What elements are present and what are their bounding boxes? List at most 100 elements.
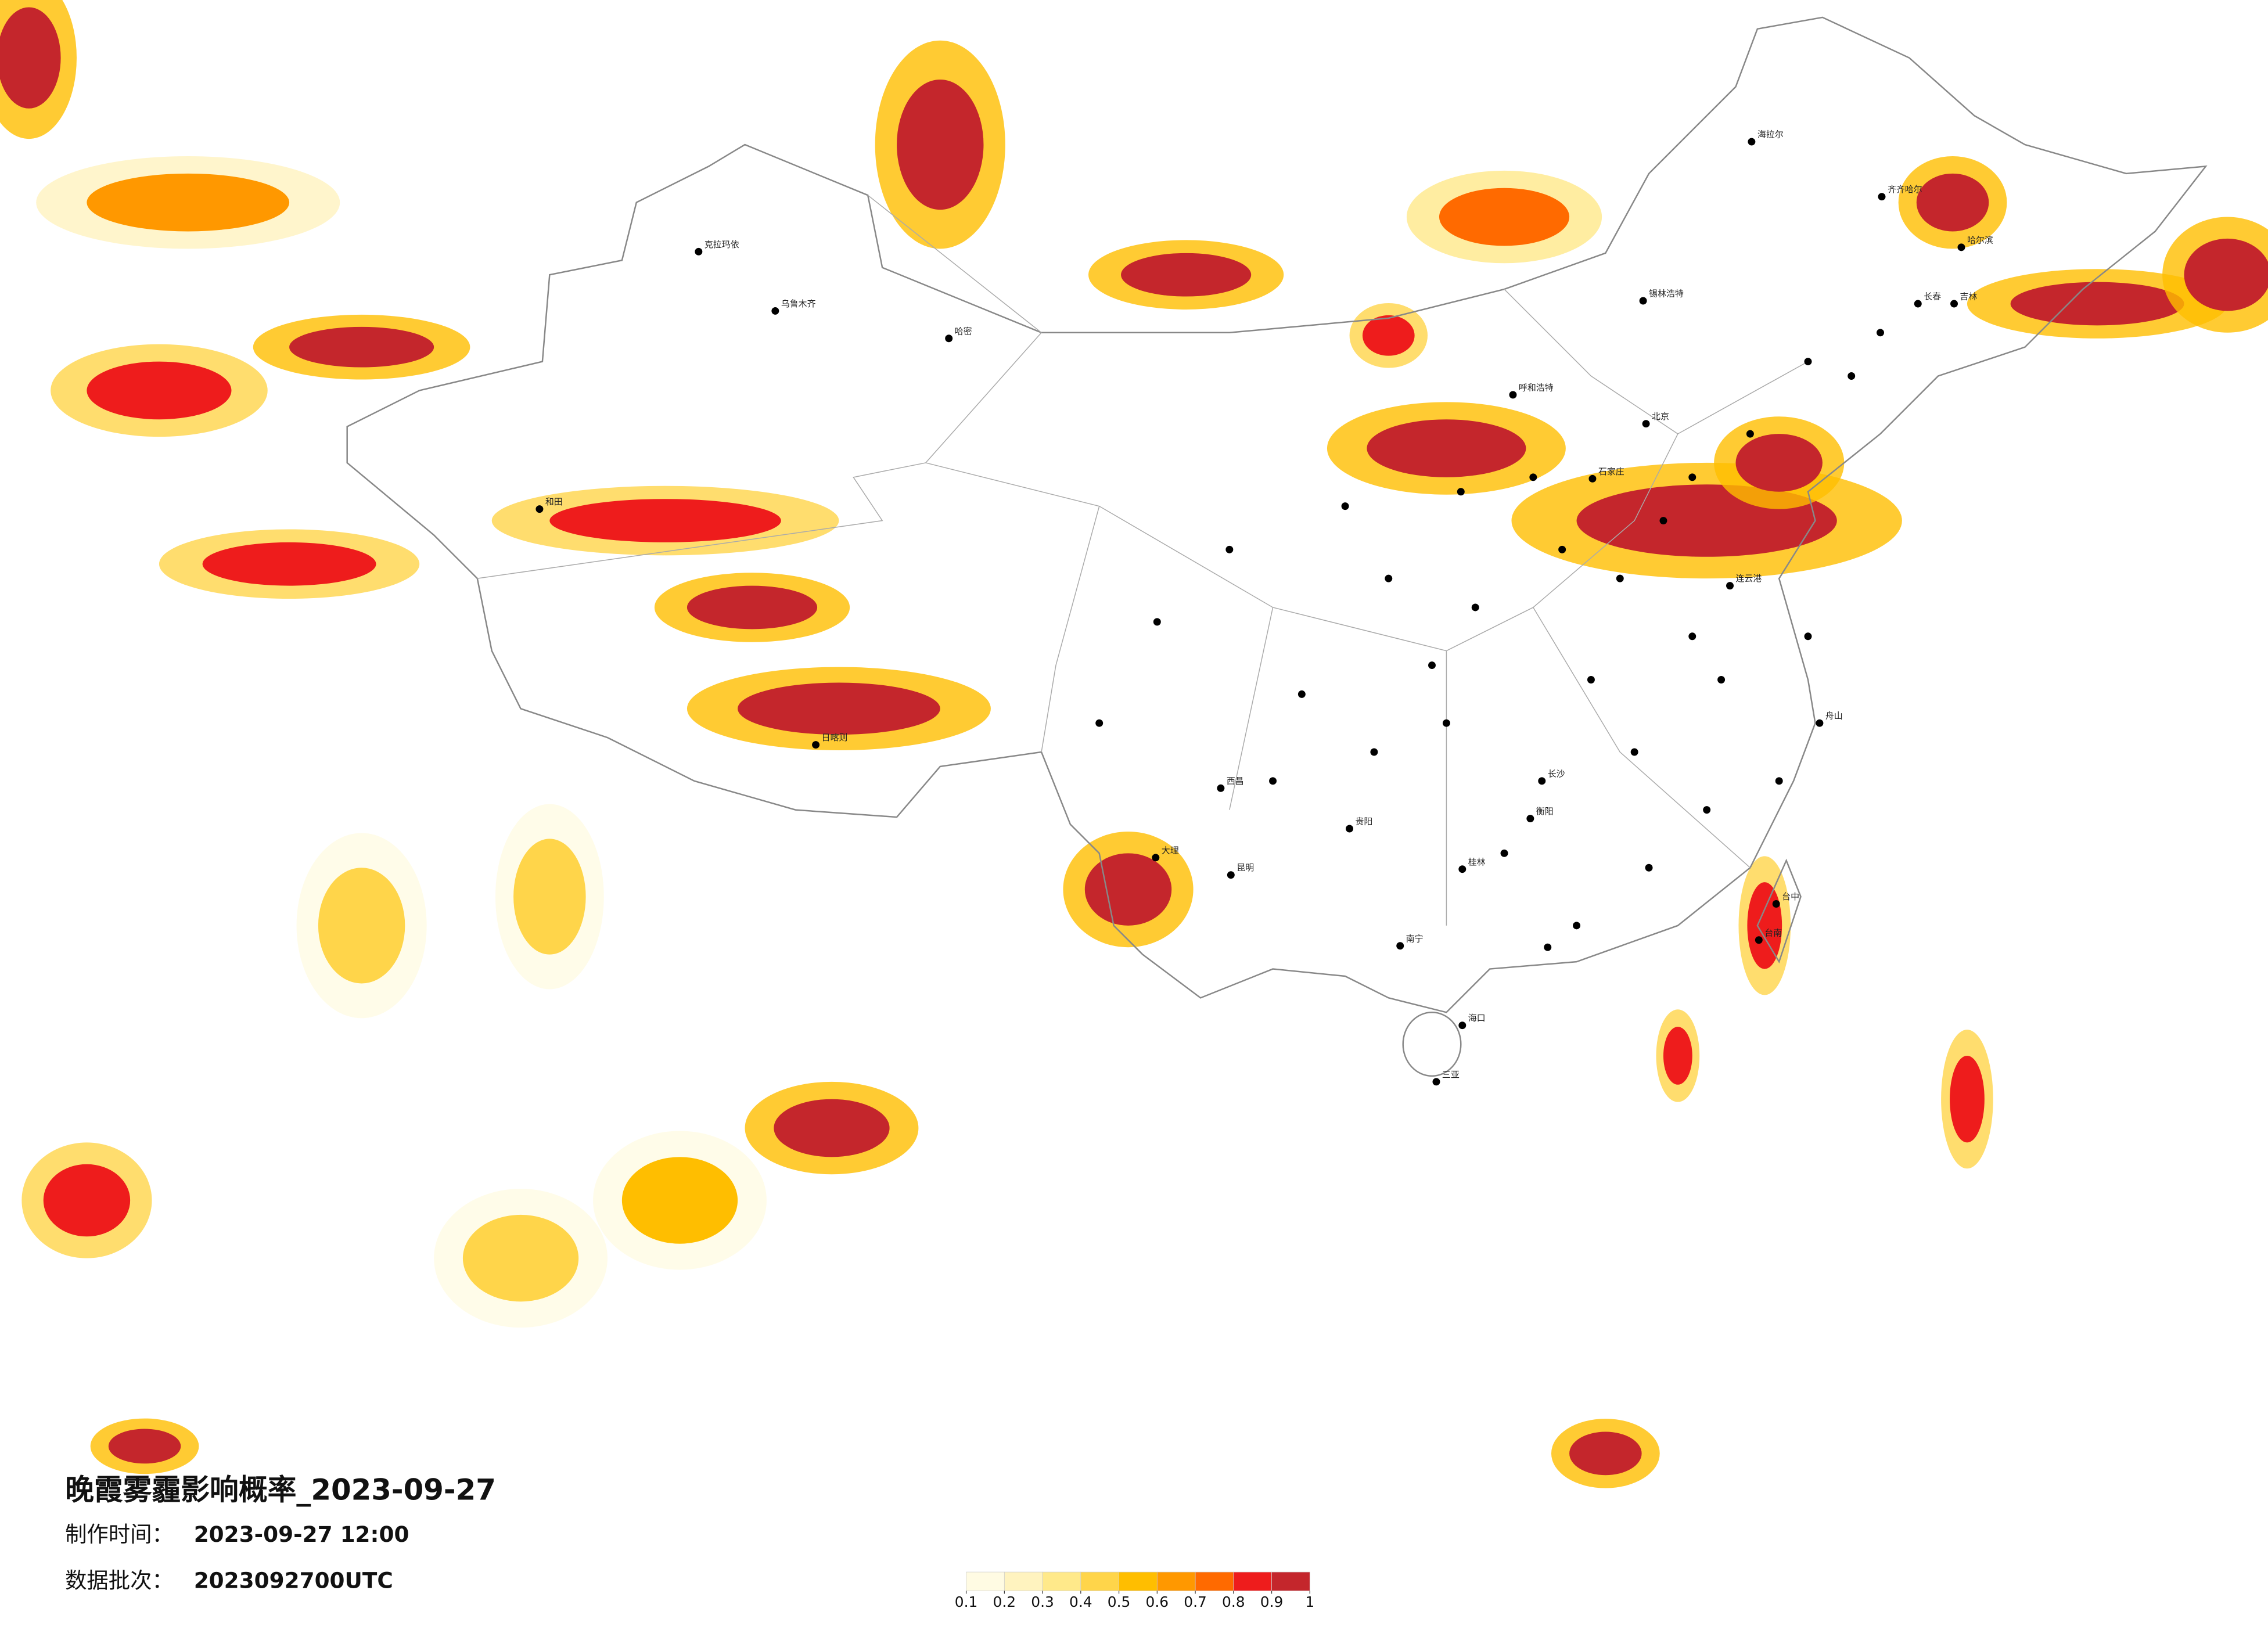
city-label: 三亚 <box>1442 1069 1460 1080</box>
city-label: 贵阳 <box>1356 816 1373 827</box>
city-dot <box>1950 300 1958 308</box>
map-title: 晚霞雾霾影响概率_2023-09-27 <box>65 1473 496 1507</box>
city-dot <box>1630 748 1638 756</box>
batch-label: 数据批次： <box>65 1567 174 1593</box>
city-dot <box>1538 777 1546 785</box>
province-border <box>477 195 1809 926</box>
city-dot <box>1432 1078 1440 1086</box>
city-label: 衡阳 <box>1536 806 1554 816</box>
city-dot <box>1544 943 1552 951</box>
city-dot <box>1269 777 1277 785</box>
haze-blob <box>1950 1055 1985 1143</box>
colorbar-cell <box>1042 1571 1081 1591</box>
city-label: 和田 <box>545 497 563 507</box>
city-dot <box>1957 243 1965 251</box>
colorbar-cell <box>966 1571 1005 1591</box>
colorbar-cell <box>1233 1571 1272 1591</box>
city-label: 台中 <box>1782 891 1799 902</box>
city-dot <box>1153 618 1161 626</box>
haze-blob <box>202 542 376 586</box>
haze-blob <box>549 499 781 542</box>
city-label: 乌鲁木齐 <box>781 298 816 309</box>
colorbar-tick-label: 0.2 <box>993 1593 1016 1610</box>
colorbar-tick-label: 0.5 <box>1108 1593 1131 1610</box>
made-label: 制作时间： <box>65 1521 174 1547</box>
city-dot <box>1804 632 1812 641</box>
city-dot <box>1755 936 1763 944</box>
city-dot <box>1227 871 1235 879</box>
city-dot <box>1588 474 1597 483</box>
city-label: 哈密 <box>955 326 972 336</box>
city-dot <box>1914 300 1922 308</box>
city-label: 吉林 <box>1960 292 1977 302</box>
haze-blob <box>108 1429 181 1464</box>
city-dot <box>1717 676 1726 684</box>
city-label: 哈尔滨 <box>1967 235 1993 245</box>
colorbar-tick-label: 0.7 <box>1184 1593 1207 1610</box>
hainan-border <box>1402 1012 1462 1077</box>
haze-blob <box>513 839 586 955</box>
haze-blob <box>1367 419 1526 477</box>
city-label: 连云港 <box>1735 573 1762 584</box>
city-dot <box>1587 676 1595 684</box>
country-border <box>346 16 2208 1013</box>
city-dot <box>1152 854 1160 862</box>
colorbar-cell <box>1271 1571 1310 1591</box>
haze-blob <box>1439 188 1570 246</box>
haze-blob <box>621 1157 738 1244</box>
colorbar: 0.1 0.2 0.3 0.4 0.5 0.6 0.7 0.8 0.9 1 <box>955 1571 1314 1610</box>
city-dot <box>1816 719 1824 727</box>
haze-blob <box>462 1214 579 1302</box>
city-dot <box>1509 391 1517 399</box>
haze-blob <box>1084 853 1172 926</box>
haze-blob <box>1121 253 1252 297</box>
city-dot <box>1746 430 1754 438</box>
city-dot <box>1370 748 1378 756</box>
city-dot <box>1458 1021 1467 1030</box>
colorbar-cell <box>1119 1571 1158 1591</box>
colorbar-cell <box>1004 1571 1043 1591</box>
city-dot <box>1442 719 1450 727</box>
haze-blob <box>897 79 984 210</box>
colorbar-cell <box>1156 1571 1196 1591</box>
colorbar-tick-label: 0.6 <box>1146 1593 1169 1610</box>
made-value: 2023-09-27 12:00 <box>194 1521 409 1547</box>
colorbar-tick-label: 1 <box>1305 1593 1314 1610</box>
colorbar-cell <box>1195 1571 1234 1591</box>
colorbar-tick-label: 0.4 <box>1069 1593 1092 1610</box>
city-dot <box>1385 574 1393 582</box>
city-label: 长春 <box>1924 292 1941 302</box>
city-dot <box>1500 849 1508 857</box>
haze-blob <box>318 868 405 984</box>
haze-blob <box>774 1099 890 1157</box>
haze-blob <box>2010 282 2184 326</box>
city-label: 桂林 <box>1468 857 1486 867</box>
city-dot <box>1688 632 1696 641</box>
haze-blob <box>289 326 434 368</box>
haze-blob <box>1916 173 1989 232</box>
haze-blob <box>1569 1431 1642 1476</box>
city-label: 日喀则 <box>822 732 848 743</box>
city-dot <box>1558 545 1566 553</box>
city-dot <box>1848 372 1856 380</box>
city-label: 海拉尔 <box>1757 129 1784 140</box>
city-label: 石家庄 <box>1598 466 1624 477</box>
city-dot <box>1529 473 1537 481</box>
haze-blob <box>1362 315 1415 356</box>
city-dot <box>812 741 820 749</box>
city-dot <box>1642 420 1650 428</box>
city-dot <box>1877 329 1884 337</box>
city-label: 大理 <box>1162 845 1179 855</box>
city-dot <box>695 247 703 256</box>
city-label: 昆明 <box>1237 862 1254 873</box>
city-label: 台南 <box>1764 927 1782 938</box>
haze-layer <box>0 0 2268 1488</box>
city-dot <box>1775 777 1783 785</box>
city-label: 北京 <box>1652 411 1669 422</box>
city-dot <box>1396 942 1404 950</box>
city-label: 西昌 <box>1227 776 1244 786</box>
haze-blob <box>0 7 61 109</box>
city-dot <box>1772 900 1780 908</box>
